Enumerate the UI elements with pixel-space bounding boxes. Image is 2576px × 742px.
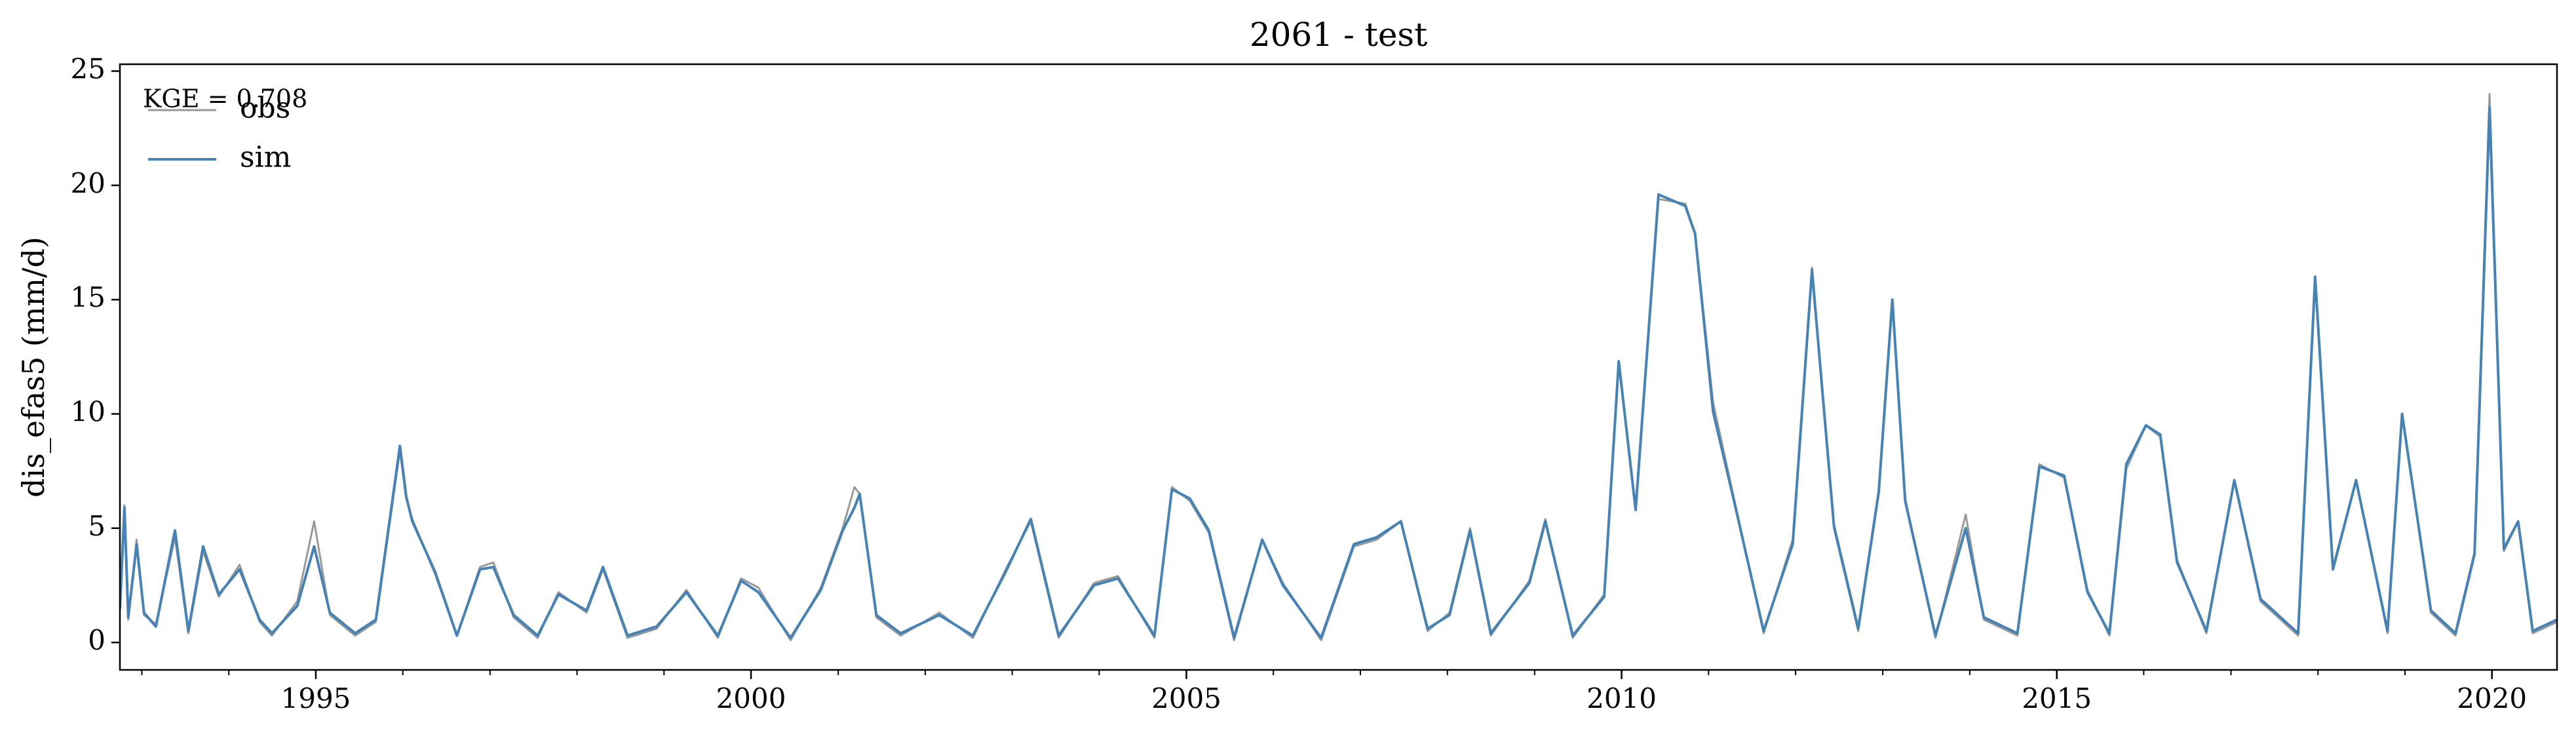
series-line-sim bbox=[120, 106, 2557, 640]
x-tick-label: 2000 bbox=[716, 682, 786, 714]
x-tick-label: 2020 bbox=[2457, 682, 2527, 714]
plot-frame bbox=[119, 63, 2558, 671]
y-tick-label: 25 bbox=[71, 52, 106, 85]
y-tick-label: 15 bbox=[71, 281, 106, 313]
legend-label-sim: sim bbox=[240, 141, 291, 174]
y-axis-label: dis_efas5 (mm/d) bbox=[16, 237, 51, 498]
text-layer: 0 5 10 15 20 25 1995 2000 2005 2010 2015 2020 2061 -… bbox=[16, 16, 2527, 714]
x-tick-label: 1995 bbox=[281, 682, 351, 714]
x-tick-label: 2015 bbox=[2022, 682, 2092, 714]
kge-annotation: KGE = 0.708 bbox=[143, 85, 307, 113]
x-tick-label: 2010 bbox=[1586, 682, 1657, 714]
y-tick-label: 0 bbox=[88, 624, 106, 656]
chart-title: 2061 - test bbox=[1250, 16, 1427, 54]
series-line-obs bbox=[120, 92, 2557, 642]
y-tick-label: 5 bbox=[88, 510, 106, 542]
y-tick-label: 20 bbox=[71, 167, 106, 199]
series-layer bbox=[120, 92, 2557, 642]
x-tick-label: 2005 bbox=[1151, 682, 1221, 714]
y-tick-label: 10 bbox=[71, 395, 106, 427]
legend-label-obs: obs bbox=[240, 92, 290, 125]
axes-layer bbox=[111, 63, 2558, 679]
legend: obs sim bbox=[148, 92, 291, 174]
